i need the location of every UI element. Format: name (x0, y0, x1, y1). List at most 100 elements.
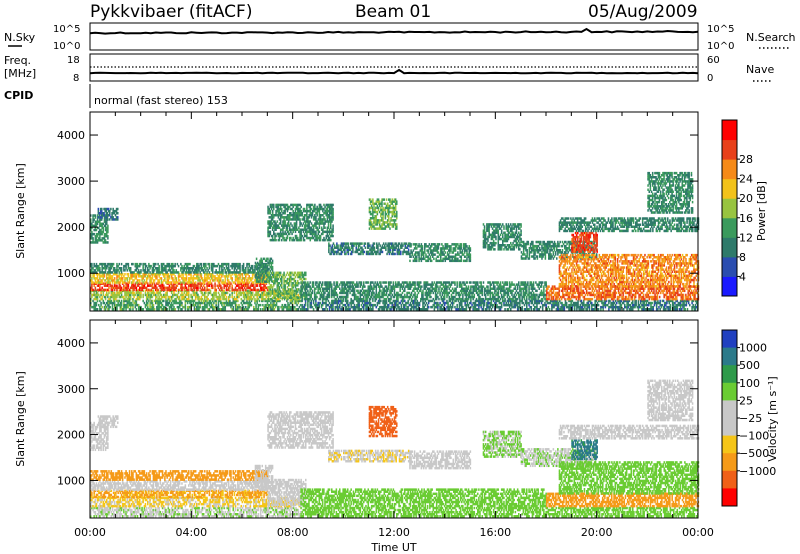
heatmap-cell (194, 265, 196, 267)
heatmap-cell (229, 269, 231, 271)
heatmap-cell (214, 287, 216, 289)
cpid-strip: CPID normal (fast stereo) 153 (4, 84, 228, 108)
heatmap-cell (299, 218, 301, 220)
heatmap-cell (193, 279, 195, 281)
heatmap-cell (389, 227, 391, 229)
nsearch-label: N.Search (746, 31, 796, 44)
freq-strip: Freq. [MHz] 18 8 60 0 Nave (4, 54, 774, 84)
heatmap-cell (101, 208, 103, 210)
heatmap-cell (201, 296, 203, 298)
heatmap-cell (443, 253, 445, 255)
heatmap-cell (253, 306, 255, 308)
heatmap-cell (423, 256, 425, 258)
heatmap-cell (104, 275, 106, 277)
heatmap-cell (260, 285, 262, 287)
heatmap-cell (185, 285, 187, 287)
heatmap-cell (156, 296, 158, 298)
heatmap-cell (393, 225, 395, 227)
heatmap-cell (132, 298, 134, 300)
heatmap-cell (120, 285, 122, 287)
heatmap-cell (178, 271, 180, 273)
heatmap-cell (158, 279, 160, 281)
heatmap-cell (344, 249, 346, 251)
heatmap-cell (519, 248, 521, 250)
heatmap-cell (153, 290, 155, 292)
heatmap-cell (388, 215, 390, 217)
heatmap-cell (297, 280, 299, 282)
heatmap-cell (379, 221, 381, 223)
heatmap-cell (166, 308, 168, 310)
heatmap-cell (186, 279, 188, 281)
heatmap-cell (156, 287, 158, 289)
heatmap-cell (394, 211, 396, 213)
heatmap-cell (369, 244, 371, 246)
heatmap-cell (109, 269, 111, 271)
heatmap-cell (416, 256, 418, 258)
heatmap-cell (506, 223, 508, 225)
heatmap-cell (316, 212, 318, 214)
heatmap-cell (226, 298, 228, 300)
heatmap-cell (247, 279, 249, 281)
heatmap-cell (100, 292, 102, 294)
heatmap-cell (142, 296, 144, 298)
heatmap-cell (529, 255, 531, 257)
heatmap-cell (498, 230, 500, 232)
beam-title: Beam 01 (355, 2, 431, 22)
heatmap-cell (229, 294, 231, 296)
heatmap-cell (262, 262, 264, 264)
heatmap-cell (214, 279, 216, 281)
heatmap-cell (142, 300, 144, 302)
heatmap-cell (516, 227, 518, 229)
heatmap-cell (267, 206, 269, 208)
heatmap-cell (188, 298, 190, 300)
heatmap-cell (422, 247, 424, 249)
heatmap-cell (298, 294, 300, 296)
heatmap-cell (199, 304, 201, 306)
heatmap-cell (195, 298, 197, 300)
heatmap-cell (337, 247, 339, 249)
heatmap-cell (518, 232, 520, 234)
heatmap-cell (286, 239, 288, 241)
heatmap-cell (204, 271, 206, 273)
heatmap-cell (107, 218, 109, 220)
freq-trace (90, 70, 698, 73)
heatmap-cell (140, 263, 142, 265)
heatmap-cell (231, 292, 233, 294)
heatmap-cell (424, 249, 426, 251)
heatmap-cell (128, 263, 130, 265)
cpid-text: normal (fast stereo) 153 (94, 94, 228, 107)
heatmap-cell (123, 308, 125, 310)
heatmap-cell (225, 308, 227, 310)
heatmap-cell (105, 296, 107, 298)
heatmap-cell (382, 211, 384, 213)
heatmap-cell (231, 267, 233, 269)
heatmap-cell (256, 285, 258, 287)
heatmap-cell (107, 289, 109, 291)
heatmap-cell (219, 269, 221, 271)
heatmap-cell (373, 225, 375, 227)
heatmap-cell (256, 296, 258, 298)
heatmap-cell (209, 308, 211, 310)
heatmap-cell (164, 275, 166, 277)
heatmap-cell (304, 208, 306, 210)
heatmap-cell (494, 244, 496, 246)
heatmap-cell (249, 281, 251, 283)
heatmap-cell (529, 253, 531, 255)
heatmap-cell (385, 247, 387, 249)
heatmap-cell (396, 215, 398, 217)
heatmap-cell (286, 297, 288, 299)
heatmap-cell (315, 224, 317, 226)
heatmap-cell (104, 302, 106, 304)
heatmap-cell (422, 245, 424, 247)
heatmap-cell (374, 247, 376, 249)
heatmap-cell (264, 308, 266, 310)
heatmap-cell (501, 248, 503, 250)
heatmap-cell (239, 308, 241, 310)
heatmap-cell (221, 267, 223, 269)
heatmap-cell (113, 263, 115, 265)
heatmap-cell (132, 308, 134, 310)
heatmap-cell (128, 273, 130, 275)
heatmap-cell (503, 248, 505, 250)
heatmap-cell (97, 308, 99, 310)
heatmap-cell (520, 225, 522, 227)
